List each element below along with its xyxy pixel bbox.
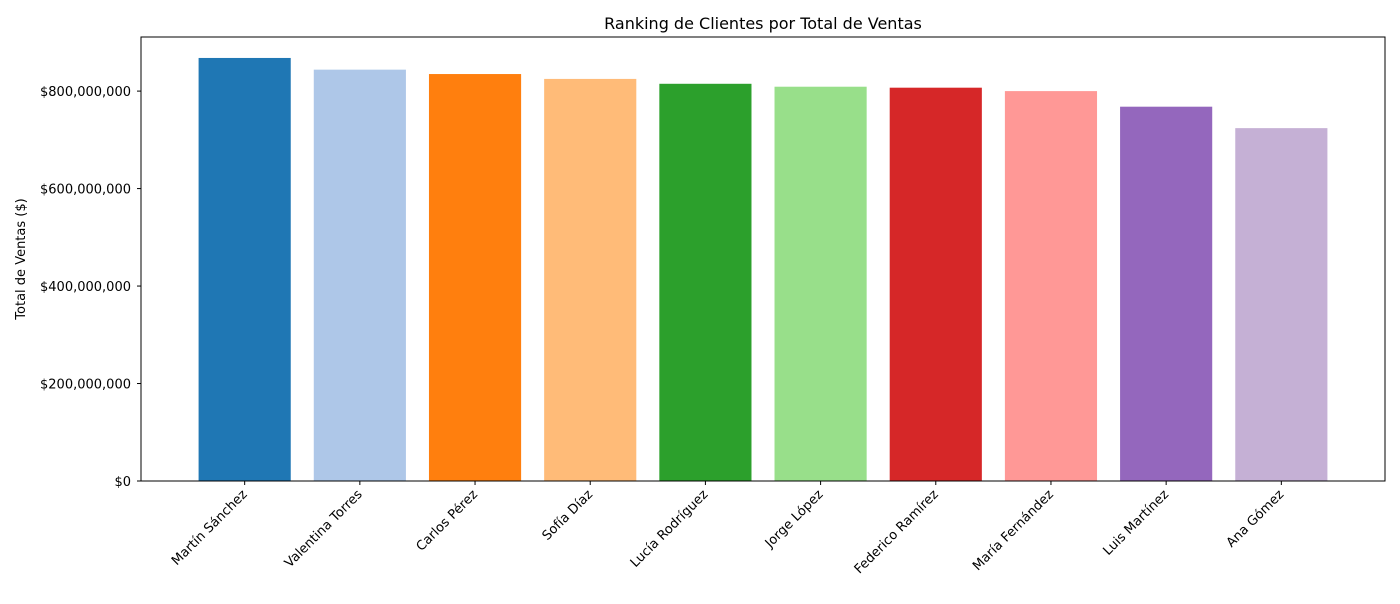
y-axis-label: Total de Ventas ($) — [14, 198, 29, 320]
y-tick-label: $600,000,000 — [40, 183, 131, 198]
y-tick-label: $200,000,000 — [40, 378, 131, 393]
bar-5 — [659, 83, 752, 481]
y-tick-label: $800,000,000 — [40, 85, 131, 100]
y-axis-ticks: $0 $200,000,000 $400,000,000 $600,000,000 $8… — [40, 85, 141, 490]
bar-10 — [1235, 128, 1328, 481]
bars-group — [198, 57, 1328, 482]
y-tick-label: $0 — [114, 475, 131, 490]
y-tick-label: $400,000,000 — [40, 280, 131, 295]
bar-3 — [428, 74, 522, 481]
bar-8 — [1004, 91, 1098, 482]
bar-1 — [198, 57, 291, 482]
bar-2 — [313, 69, 406, 481]
bar-9 — [1120, 106, 1213, 482]
chart-title: Ranking de Clientes por Total de Ventas — [604, 14, 922, 33]
plot-frame — [140, 36, 1386, 482]
bar-4 — [544, 78, 637, 482]
bar-7 — [889, 87, 982, 481]
bar-6 — [774, 86, 867, 481]
